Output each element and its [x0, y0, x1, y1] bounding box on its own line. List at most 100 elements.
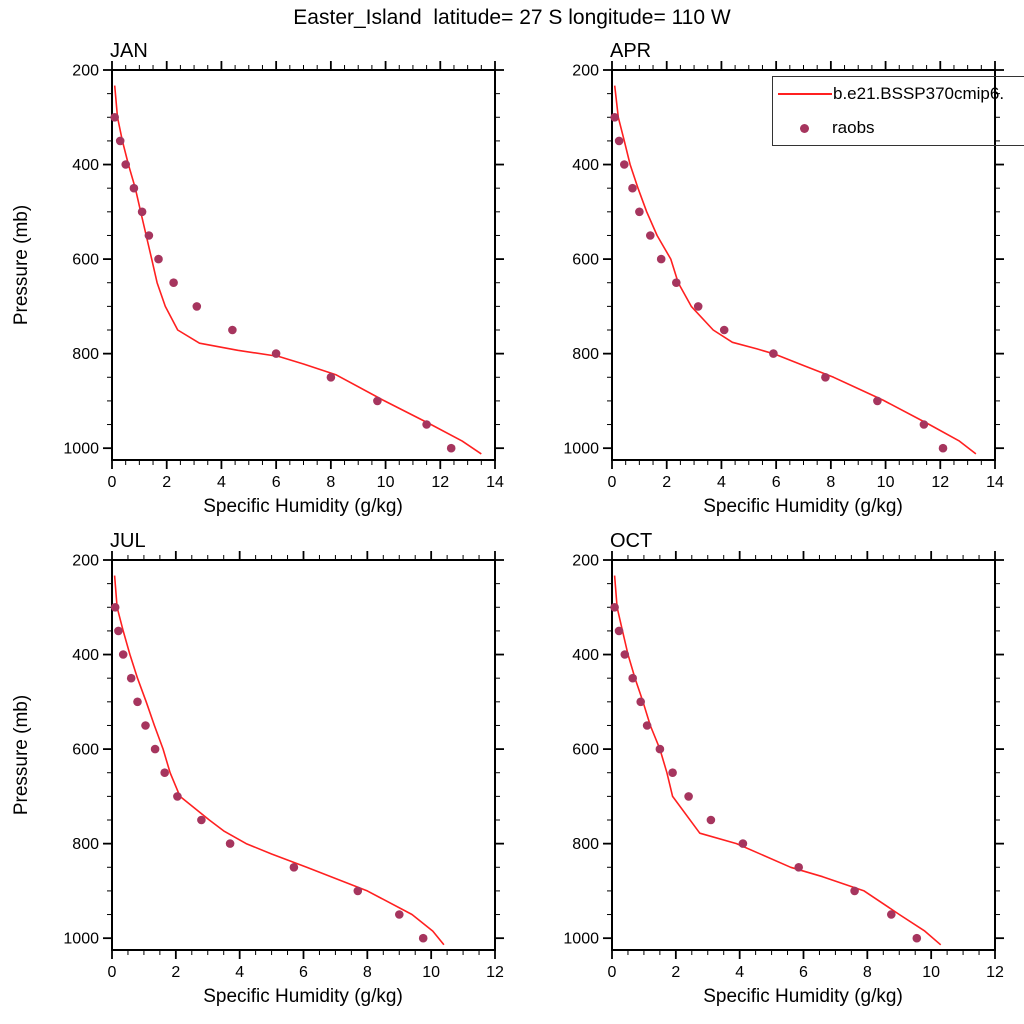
raobs-point [129, 183, 139, 193]
y-axis-title-bottom: Pressure (mb) [11, 694, 32, 816]
x-tick-label: 2 [171, 964, 180, 981]
y-tick-label: 1000 [563, 931, 599, 948]
raobs-point [144, 231, 154, 240]
panel-title-oct: OCT [610, 530, 653, 552]
x-tick-label: 6 [272, 474, 281, 491]
raobs-point [289, 863, 299, 872]
y-tick-label: 600 [572, 252, 599, 269]
raobs-point [620, 650, 630, 659]
x-tick-label: 8 [363, 964, 372, 981]
x-tick-label: 2 [662, 474, 671, 491]
x-tick-label: 14 [486, 474, 504, 491]
jan-chart: 0 2 4 6 8 10 12 14 200 400 600 800 1000 [63, 61, 504, 491]
x-axis-title-oct: Specific Humidity (g/kg) [703, 986, 903, 1007]
raobs-point [620, 160, 629, 169]
raobs-point [655, 744, 665, 754]
figure-title: Easter_Island latitude= 27 S longitude= … [293, 6, 731, 29]
x-axis-title-jan: Specific Humidity (g/kg) [203, 496, 403, 517]
raobs-point [887, 910, 896, 919]
model-line [113, 85, 482, 455]
raobs-point [197, 815, 206, 825]
raobs-point [821, 373, 830, 382]
x-tick-label: 6 [772, 474, 781, 491]
y-tick-label: 800 [72, 346, 99, 363]
legend: b.e21.BSSP370cmip6. raobs [772, 76, 1024, 146]
model-line [613, 85, 977, 455]
raobs-point [154, 254, 163, 264]
model-line-series [613, 575, 942, 946]
raobs-point [353, 886, 363, 896]
legend-entry-raobs: raobs [773, 111, 1024, 145]
x-tick-label: 0 [108, 964, 117, 981]
raobs-point [446, 443, 456, 453]
panel-title-jul: JUL [110, 530, 146, 552]
y-tick-label: 200 [72, 63, 99, 80]
raobs-point [646, 231, 655, 240]
model-line-series [613, 85, 977, 455]
x-axis: 0 2 4 6 8 10 12 [108, 551, 504, 981]
raobs-point [614, 626, 624, 636]
x-tick-label: 0 [608, 964, 617, 981]
panel-title-jan: JAN [110, 40, 148, 62]
y-tick-label: 200 [572, 553, 599, 570]
x-tick-label: 2 [671, 964, 680, 981]
model-line-sample [778, 93, 832, 95]
model-line-series [113, 575, 445, 946]
raobs-point [850, 886, 859, 896]
x-tick-label: 14 [986, 474, 1004, 491]
y-tick-label: 200 [572, 63, 599, 80]
raobs-point [192, 302, 202, 311]
raobs-point [684, 792, 693, 801]
y-tick-label: 400 [572, 647, 599, 664]
raobs-point [635, 207, 644, 217]
raobs-point [628, 183, 637, 193]
x-tick-label: 12 [931, 474, 949, 491]
raobs-point [706, 815, 716, 825]
raobs-point [133, 697, 142, 707]
raobs-point [228, 325, 237, 335]
raobs-point [610, 603, 619, 612]
y-axis: 200 400 600 800 1000 [563, 63, 1004, 458]
plot-frame [611, 559, 996, 951]
raobs-point [110, 113, 119, 122]
raobs-point [115, 136, 125, 146]
y-tick-label: 600 [72, 742, 99, 759]
x-tick-label: 8 [326, 474, 335, 491]
x-tick-label: 10 [422, 964, 440, 981]
model-line-label: b.e21.BSSP370cmip6. [833, 84, 1005, 103]
raobs-point [150, 744, 160, 754]
y-axis-title-top: Pressure (mb) [11, 204, 32, 326]
y-tick-label: 400 [72, 647, 99, 664]
raobs-point [126, 673, 136, 683]
raobs-point [693, 302, 703, 311]
raobs-point [169, 278, 178, 287]
y-tick-label: 200 [72, 553, 99, 570]
raobs-point [118, 650, 128, 659]
x-tick-label: 0 [108, 474, 117, 491]
y-tick-label: 800 [572, 346, 599, 363]
x-tick-label: 6 [799, 964, 808, 981]
x-axis: 0 2 4 6 8 10 12 [608, 551, 1004, 981]
x-tick-label: 12 [431, 474, 449, 491]
x-tick-label: 6 [299, 964, 308, 981]
x-tick-label: 10 [877, 474, 895, 491]
raobs-point [160, 768, 169, 777]
x-tick-label: 8 [863, 964, 872, 981]
raobs-point [919, 420, 929, 429]
apr-chart: 0 2 4 6 8 10 12 14 200 400 600 800 1000 [563, 61, 1004, 491]
y-tick-label: 600 [72, 252, 99, 269]
raobs-scatter-series [110, 603, 428, 943]
y-tick-label: 600 [572, 742, 599, 759]
raobs-point [173, 792, 182, 801]
x-tick-label: 4 [217, 474, 226, 491]
x-tick-label: 8 [826, 474, 835, 491]
raobs-point [642, 721, 652, 730]
y-tick-label: 400 [72, 157, 99, 174]
raobs-point [636, 697, 645, 707]
raobs-label: raobs [832, 118, 875, 137]
raobs-point [873, 396, 882, 406]
raobs-point [614, 136, 624, 146]
raobs-point [769, 349, 778, 358]
x-tick-label: 2 [162, 474, 171, 491]
raobs-point [938, 443, 948, 453]
